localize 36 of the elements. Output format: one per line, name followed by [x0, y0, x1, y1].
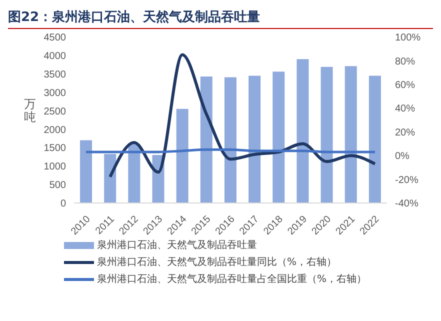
y-tick-label: 4500 — [44, 32, 66, 44]
bar — [128, 144, 140, 203]
y2-tick-label: 100% — [395, 32, 421, 44]
y-axis-title: 万吨 — [24, 97, 36, 124]
y2-tick-label: 0% — [395, 151, 410, 162]
bar — [296, 59, 309, 203]
bar — [80, 140, 92, 203]
y2-tick-label: 80% — [395, 56, 416, 68]
y2-tick-label: -40% — [395, 198, 418, 210]
chart-title: 图22：泉州港口石油、天然气及制品吞吐量 — [8, 8, 433, 29]
line-series — [108, 53, 376, 178]
y2-tick-label: -20% — [395, 174, 418, 186]
legend-label: 泉州港口石油、天然气及制品吞吐量占全国比重（%，右轴） — [96, 272, 368, 287]
y-tick-label: 3500 — [44, 69, 66, 80]
y-tick-label: 500 — [49, 180, 66, 192]
bar — [344, 66, 357, 203]
legend-label: 泉州港口石油、天然气及制品吞吐量同比（%，右轴） — [96, 256, 338, 270]
y-tick-label: 2500 — [44, 106, 66, 118]
bar — [320, 66, 333, 203]
bar — [224, 77, 236, 203]
y2-tick-label: 60% — [395, 80, 416, 91]
bar — [176, 108, 188, 203]
bar — [200, 76, 212, 203]
y2-tick-label: 20% — [395, 127, 416, 138]
y-tick-label: 3000 — [44, 88, 66, 99]
y-tick-label: 1000 — [44, 162, 66, 173]
y2-tick-label: 40% — [395, 104, 416, 115]
y-tick-label: 1500 — [44, 143, 66, 154]
bar — [104, 154, 116, 203]
y-tick-label: 4000 — [44, 50, 66, 62]
bar — [248, 76, 261, 203]
y-tick-label: 2000 — [44, 124, 66, 136]
y-tick-label: 0 — [60, 198, 66, 210]
bar — [368, 76, 381, 203]
bar — [272, 72, 285, 203]
legend-label: 泉州港口石油、天然气及制品吞吐量 — [96, 238, 258, 253]
